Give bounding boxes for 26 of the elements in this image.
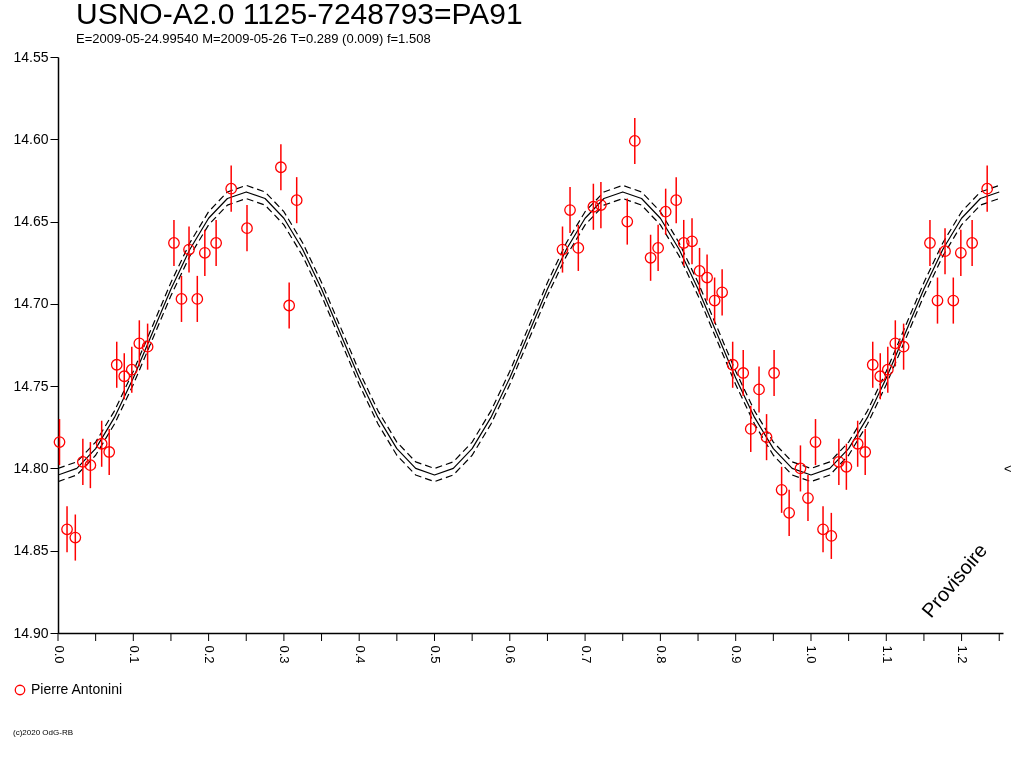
y-tick-label: 14.80	[13, 459, 49, 476]
x-tick-label: 0.1	[126, 645, 142, 664]
y-tick-label: 14.75	[13, 377, 49, 394]
chart-title: USNO-A2.0 1125-7248793=PA91	[76, 0, 523, 30]
x-tick-label: 0.9	[729, 645, 745, 664]
x-tick-label: 1.2	[955, 645, 971, 664]
y-tick-label: 14.55	[13, 48, 49, 65]
x-tick-label: 0.6	[503, 645, 519, 664]
x-tick-label: 0.0	[51, 645, 67, 664]
x-tick-label: 0.2	[202, 645, 218, 664]
chart-subtitle: E=2009-05-24.99540 M=2009-05-26 T=0.289 (0.009) f=1.508	[76, 31, 431, 46]
x-tick-label: 0.8	[653, 645, 669, 664]
y-tick-label: 14.65	[13, 213, 49, 230]
x-tick-label: 0.3	[277, 645, 293, 664]
x-tick-label: 0.7	[578, 645, 594, 664]
x-tick-label: 1.1	[879, 645, 895, 664]
y-tick-label: 14.60	[13, 130, 49, 147]
legend-label: Pierre Antonini	[31, 681, 123, 697]
x-tick-label: 1.0	[804, 645, 820, 664]
text: <	[1004, 461, 1012, 477]
y-tick-label: 14.70	[13, 295, 49, 312]
y-tick-label: 14.90	[13, 624, 49, 641]
x-tick-label: 0.4	[352, 645, 368, 664]
x-tick-label: 0.5	[427, 645, 443, 664]
text: (c)2020 OdG-RB	[13, 728, 74, 737]
y-tick-label: 14.85	[13, 542, 49, 559]
